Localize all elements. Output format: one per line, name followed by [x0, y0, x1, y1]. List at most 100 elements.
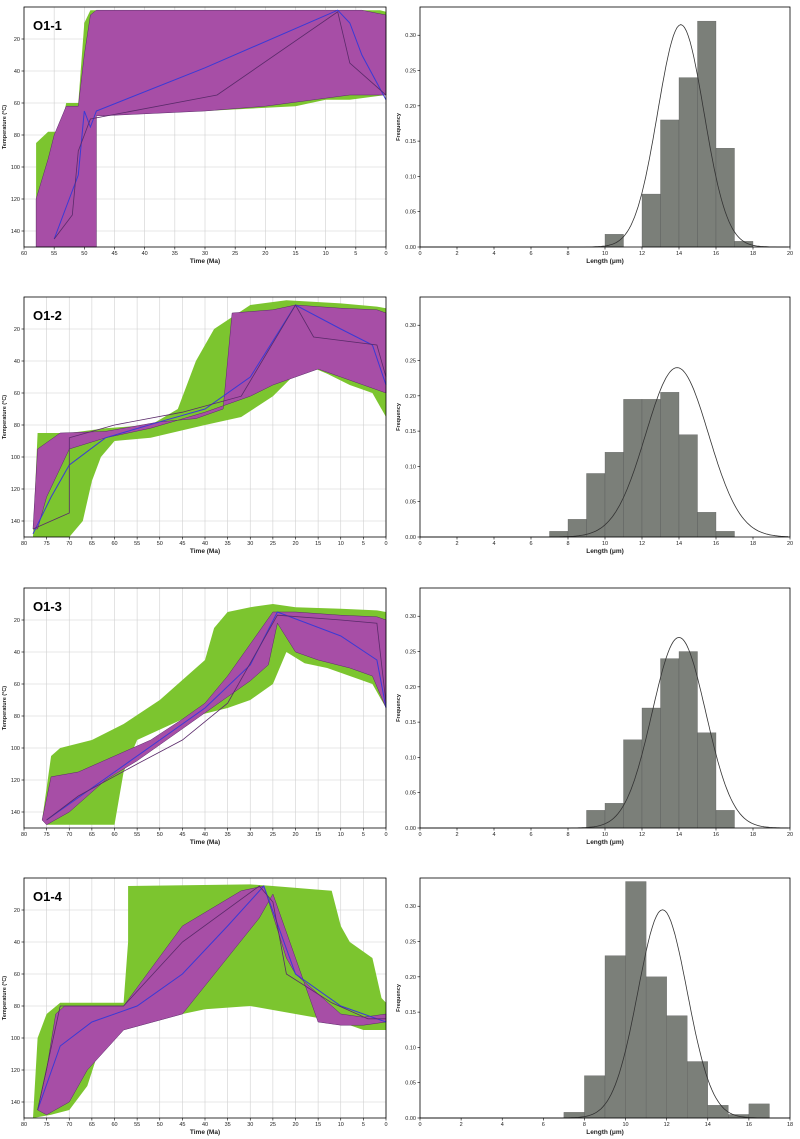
y-tick-label: 80: [14, 714, 20, 720]
x-tick-label: 60: [21, 251, 27, 257]
x-tick-label: 75: [44, 832, 50, 838]
x-tick-label: 10: [338, 1122, 344, 1128]
x-tick-label: 2: [455, 251, 458, 257]
plot-area: [420, 588, 790, 828]
x-tick-label: 30: [247, 541, 253, 547]
x-tick-label: 65: [89, 541, 95, 547]
sample-label: O1-2: [33, 308, 62, 323]
y-tick-label: 40: [14, 940, 20, 946]
thermal-history-panel: 80 75 70 65 60 55 50 45 40 35 30 25 20 15 10 5 020406080…: [2, 877, 388, 1136]
x-tick-label: 10: [602, 541, 608, 547]
x-tick-label: 20: [292, 1122, 298, 1128]
length-histogram-panel: 0 2 4 6 8 10 12 14 16 18 20 0.00 0.05 0.10 0.15 0.20 0.2…: [396, 6, 793, 265]
x-tick-label: 16: [746, 1122, 752, 1128]
y-tick-label: 0.15: [405, 1010, 416, 1016]
histogram-bar: [567, 519, 587, 538]
x-tick-label: 2: [455, 541, 458, 547]
y-tick-label: 0.10: [405, 174, 416, 180]
histogram-bar: [697, 512, 717, 538]
x-tick-label: 40: [202, 832, 208, 838]
x-tick-label: 40: [142, 251, 148, 257]
x-tick-label: 50: [157, 832, 163, 838]
x-tick-label: 35: [225, 1122, 231, 1128]
x-tick-label: 0: [418, 251, 421, 257]
x-tick-label: 75: [44, 541, 50, 547]
y-tick-label: 140: [11, 810, 20, 816]
y-tick-label: 0.30: [405, 614, 416, 620]
y-tick-label: 20: [14, 908, 20, 914]
x-tick-label: 15: [315, 1122, 321, 1128]
x-tick-label: 14: [676, 251, 682, 257]
plot-frame: [419, 877, 791, 1119]
x-tick-label: 10: [602, 832, 608, 838]
weighted-mean-path: [53, 11, 387, 240]
histogram-bar: [584, 1075, 606, 1119]
x-tick-label: 35: [172, 251, 178, 257]
best-fit-path: [46, 611, 387, 821]
y-tick-label: 0.15: [405, 429, 416, 435]
sample-label: O1-4: [33, 889, 63, 904]
x-tick-label: 60: [111, 1122, 117, 1128]
x-axis-label: Length (μm): [586, 1129, 624, 1136]
x-tick-label: 5: [362, 832, 365, 838]
length-histogram-panel: 0 2 4 6 8 10 12 14 16 18 0.00 0.05 0.10 0.15 0.20 0.25 0…: [396, 877, 793, 1136]
y-tick-label: 0.20: [405, 975, 416, 981]
x-tick-label: 35: [225, 832, 231, 838]
histogram-bar: [641, 399, 661, 538]
x-tick-label: 40: [202, 1122, 208, 1128]
y-tick-label: 0.30: [405, 904, 416, 910]
y-tick-label: 0.30: [405, 323, 416, 329]
histogram-bar: [641, 707, 661, 829]
x-tick-label: 80: [21, 1122, 27, 1128]
x-tick-label: 25: [232, 251, 238, 257]
y-tick-label: 0.30: [405, 33, 416, 39]
y-axis-label: Frequency: [396, 112, 402, 141]
x-tick-label: 70: [66, 1122, 72, 1128]
y-tick-label: 0.10: [405, 464, 416, 470]
x-tick-label: 0: [384, 251, 387, 257]
x-tick-label: 5: [362, 541, 365, 547]
y-tick-label: 100: [11, 165, 20, 171]
x-tick-label: 25: [270, 541, 276, 547]
y-tick-label: 80: [14, 1004, 20, 1010]
x-tick-label: 0: [418, 832, 421, 838]
acceptable-envelope: [42, 604, 386, 825]
y-tick-label: 0.20: [405, 104, 416, 110]
x-tick-label: 0: [418, 541, 421, 547]
histogram-bar: [678, 434, 698, 538]
y-tick-label: 20: [14, 37, 20, 43]
y-tick-label: 120: [11, 778, 20, 784]
x-tick-label: 15: [292, 251, 298, 257]
x-tick-label: 55: [134, 832, 140, 838]
x-tick-label: 20: [787, 541, 793, 547]
y-tick-label: 0.05: [405, 210, 416, 216]
x-tick-label: 16: [713, 251, 719, 257]
x-tick-label: 18: [750, 251, 756, 257]
x-tick-label: 45: [179, 832, 185, 838]
y-tick-label: 0.05: [405, 500, 416, 506]
weighted-mean-path: [37, 885, 386, 1111]
x-tick-label: 12: [639, 832, 645, 838]
y-tick-label: 120: [11, 487, 20, 493]
thermal-history-panel: 60 55 50 45 40 35 30 25 20 15 10 5 02040608010012014…: [2, 6, 388, 265]
y-tick-label: 60: [14, 972, 20, 978]
y-tick-label: 120: [11, 1068, 20, 1074]
x-axis-label: Length (μm): [586, 839, 624, 846]
y-tick-label: 0.05: [405, 1081, 416, 1087]
x-tick-label: 30: [202, 251, 208, 257]
x-tick-label: 70: [66, 541, 72, 547]
x-tick-label: 2: [455, 832, 458, 838]
y-tick-label: 120: [11, 197, 20, 203]
x-tick-label: 8: [566, 541, 569, 547]
histogram-bar: [660, 119, 680, 248]
length-histogram-panel: 0 2 4 6 8 10 12 14 16 18 20 0.00 0.05 0.10 0.15 0.20 0.2…: [396, 296, 793, 555]
y-axis-label: Frequency: [396, 402, 402, 431]
x-tick-label: 0: [418, 1122, 421, 1128]
y-tick-label: 60: [14, 682, 20, 688]
y-tick-label: 100: [11, 1036, 20, 1042]
x-tick-label: 25: [270, 1122, 276, 1128]
y-tick-label: 0.25: [405, 359, 416, 365]
x-tick-label: 4: [492, 251, 495, 257]
y-tick-label: 40: [14, 359, 20, 365]
y-tick-label: 0.00: [405, 826, 416, 832]
